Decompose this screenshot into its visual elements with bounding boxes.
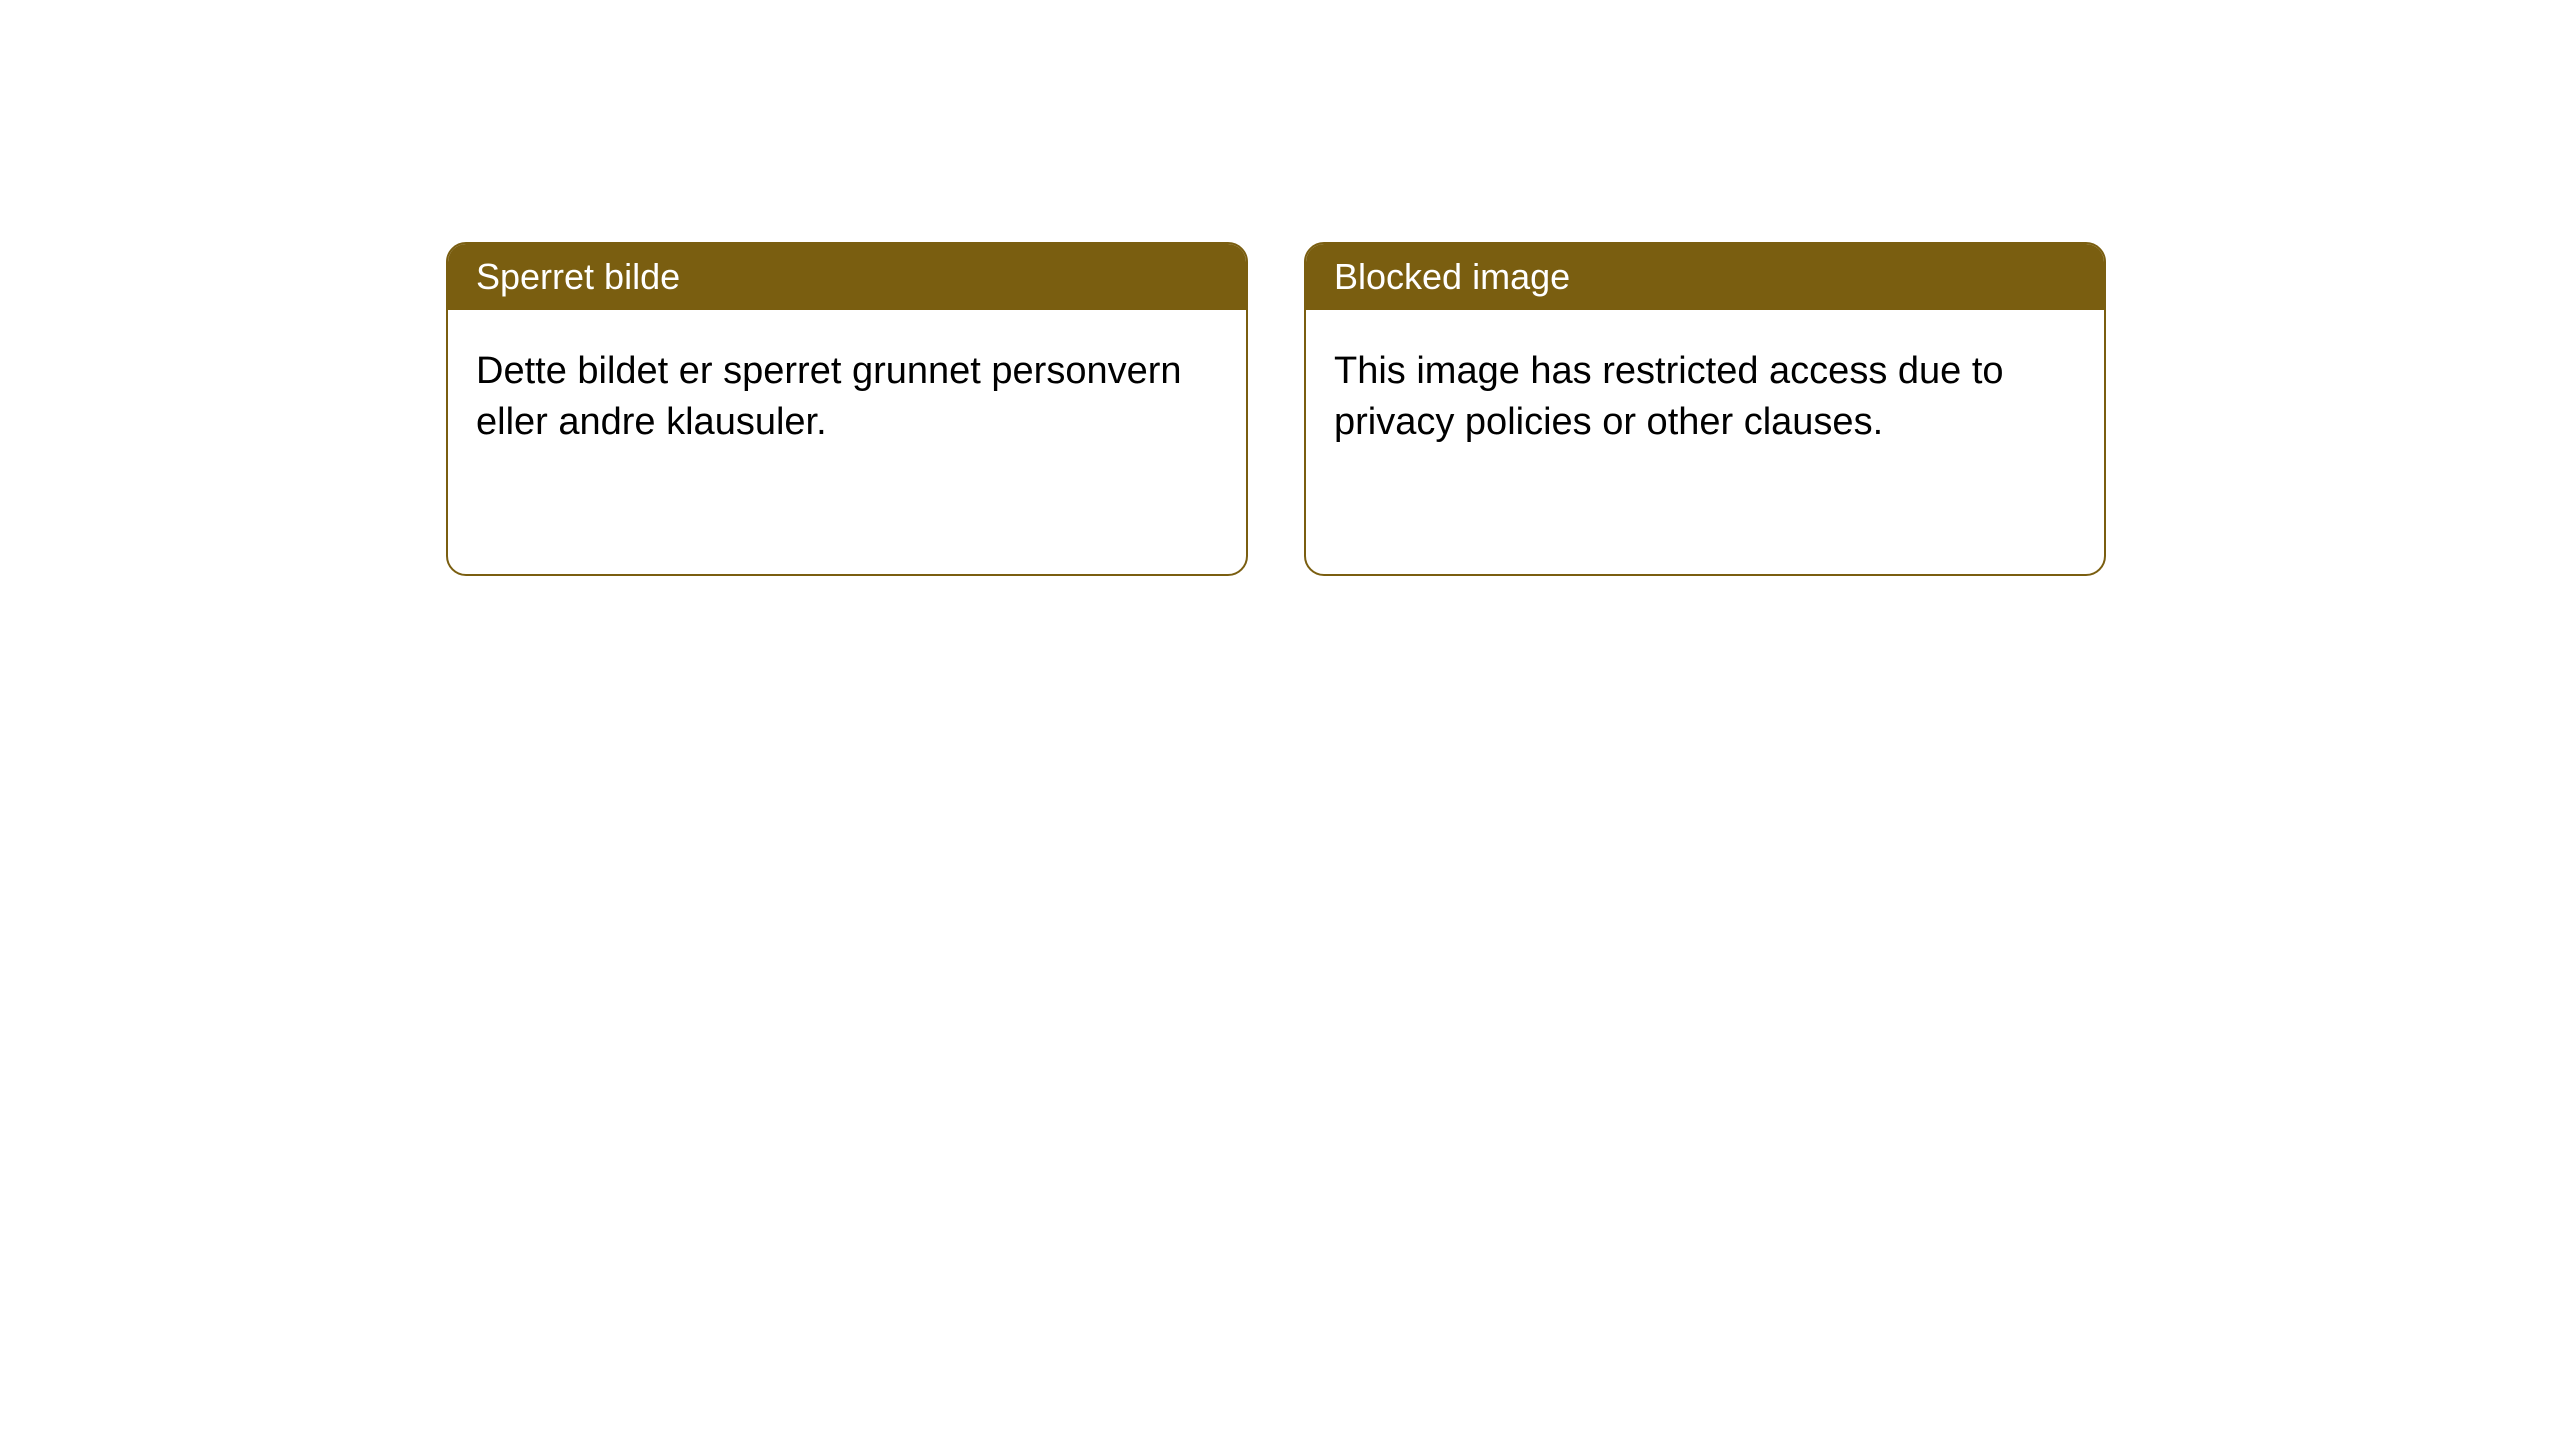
card-text-english: This image has restricted access due to … [1334, 350, 2004, 443]
card-norwegian: Sperret bilde Dette bildet er sperret gr… [446, 242, 1248, 576]
card-title-english: Blocked image [1334, 256, 1570, 297]
card-header-norwegian: Sperret bilde [448, 244, 1246, 310]
card-english: Blocked image This image has restricted … [1304, 242, 2106, 576]
card-header-english: Blocked image [1306, 244, 2104, 310]
card-body-norwegian: Dette bildet er sperret grunnet personve… [448, 310, 1246, 485]
card-body-english: This image has restricted access due to … [1306, 310, 2104, 485]
card-text-norwegian: Dette bildet er sperret grunnet personve… [476, 350, 1182, 443]
card-title-norwegian: Sperret bilde [476, 256, 680, 297]
cards-container: Sperret bilde Dette bildet er sperret gr… [446, 242, 2106, 576]
